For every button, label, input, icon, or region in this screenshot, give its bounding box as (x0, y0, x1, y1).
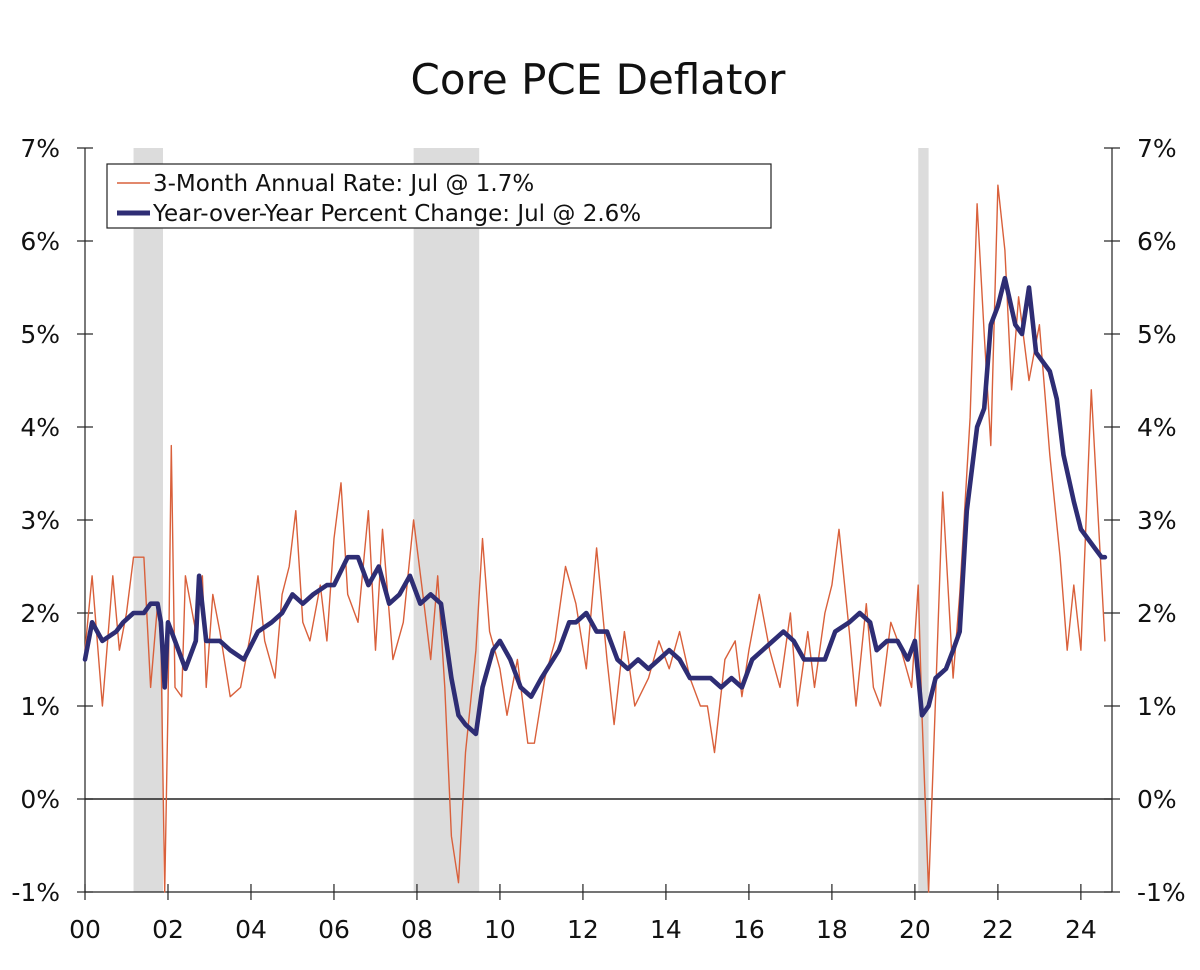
series-lines (82, 184, 1108, 893)
x-tick-label-0: 00 (69, 915, 101, 944)
y-tick-label-right-8: 7% (1137, 134, 1177, 163)
series-3month-annual-rate (84, 184, 1106, 893)
y-tick-label-left-4: 3% (20, 506, 60, 535)
x-tick-label-6: 12 (567, 915, 599, 944)
legend: 3-Month Annual Rate: Jul @ 1.7% Year-ove… (106, 163, 772, 229)
y-tick-label-left-7: 6% (20, 227, 60, 256)
x-tick-label-8: 16 (733, 915, 765, 944)
y-tick-label-right-6: 5% (1137, 320, 1177, 349)
x-tick-label-1: 02 (152, 915, 184, 944)
y-tick-label-left-1: 0% (20, 785, 60, 814)
chart-title: Core PCE Deflator (411, 55, 787, 104)
y-tick-label-right-4: 3% (1137, 506, 1177, 535)
x-tick-label-11: 22 (982, 915, 1014, 944)
y-tick-label-left-3: 2% (20, 599, 60, 628)
y-tick-label-left-8: 7% (20, 134, 60, 163)
y-tick-label-left-0: -1% (11, 878, 60, 907)
recession-shading (133, 148, 929, 892)
y-tick-label-right-5: 4% (1137, 413, 1177, 442)
y-tick-label-left-2: 1% (20, 692, 60, 721)
y-tick-label-right-7: 6% (1137, 227, 1177, 256)
x-tick-label-10: 20 (899, 915, 931, 944)
recession-band-2 (918, 148, 929, 892)
x-tick-label-2: 04 (235, 915, 267, 944)
series-yoy-percent-change (82, 275, 1108, 737)
x-tick-label-4: 08 (401, 915, 433, 944)
recession-band-1 (413, 148, 480, 892)
x-tick-label-5: 10 (484, 915, 516, 944)
y-tick-label-left-5: 4% (20, 413, 60, 442)
y-tick-label-right-2: 1% (1137, 692, 1177, 721)
legend-label-3month: 3-Month Annual Rate: Jul @ 1.7% (153, 171, 534, 197)
x-tick-label-9: 18 (816, 915, 848, 944)
y-tick-label-right-0: -1% (1137, 878, 1186, 907)
axes: -1% -1% 0% 0% 1% 1% 2% 2% 3% 3% 4% 4% 5% 5% 6% 6% 7% 7% 00… (11, 134, 1185, 944)
x-tick-label-7: 14 (650, 915, 682, 944)
y-tick-label-right-1: 0% (1137, 785, 1177, 814)
y-tick-label-right-3: 2% (1137, 599, 1177, 628)
legend-label-yoy: Year-over-Year Percent Change: Jul @ 2.6… (152, 201, 641, 227)
x-tick-label-3: 06 (318, 915, 350, 944)
x-tick-label-12: 24 (1065, 915, 1097, 944)
recession-band-0 (133, 148, 164, 892)
legend-box (106, 163, 772, 229)
y-tick-label-left-6: 5% (20, 320, 60, 349)
